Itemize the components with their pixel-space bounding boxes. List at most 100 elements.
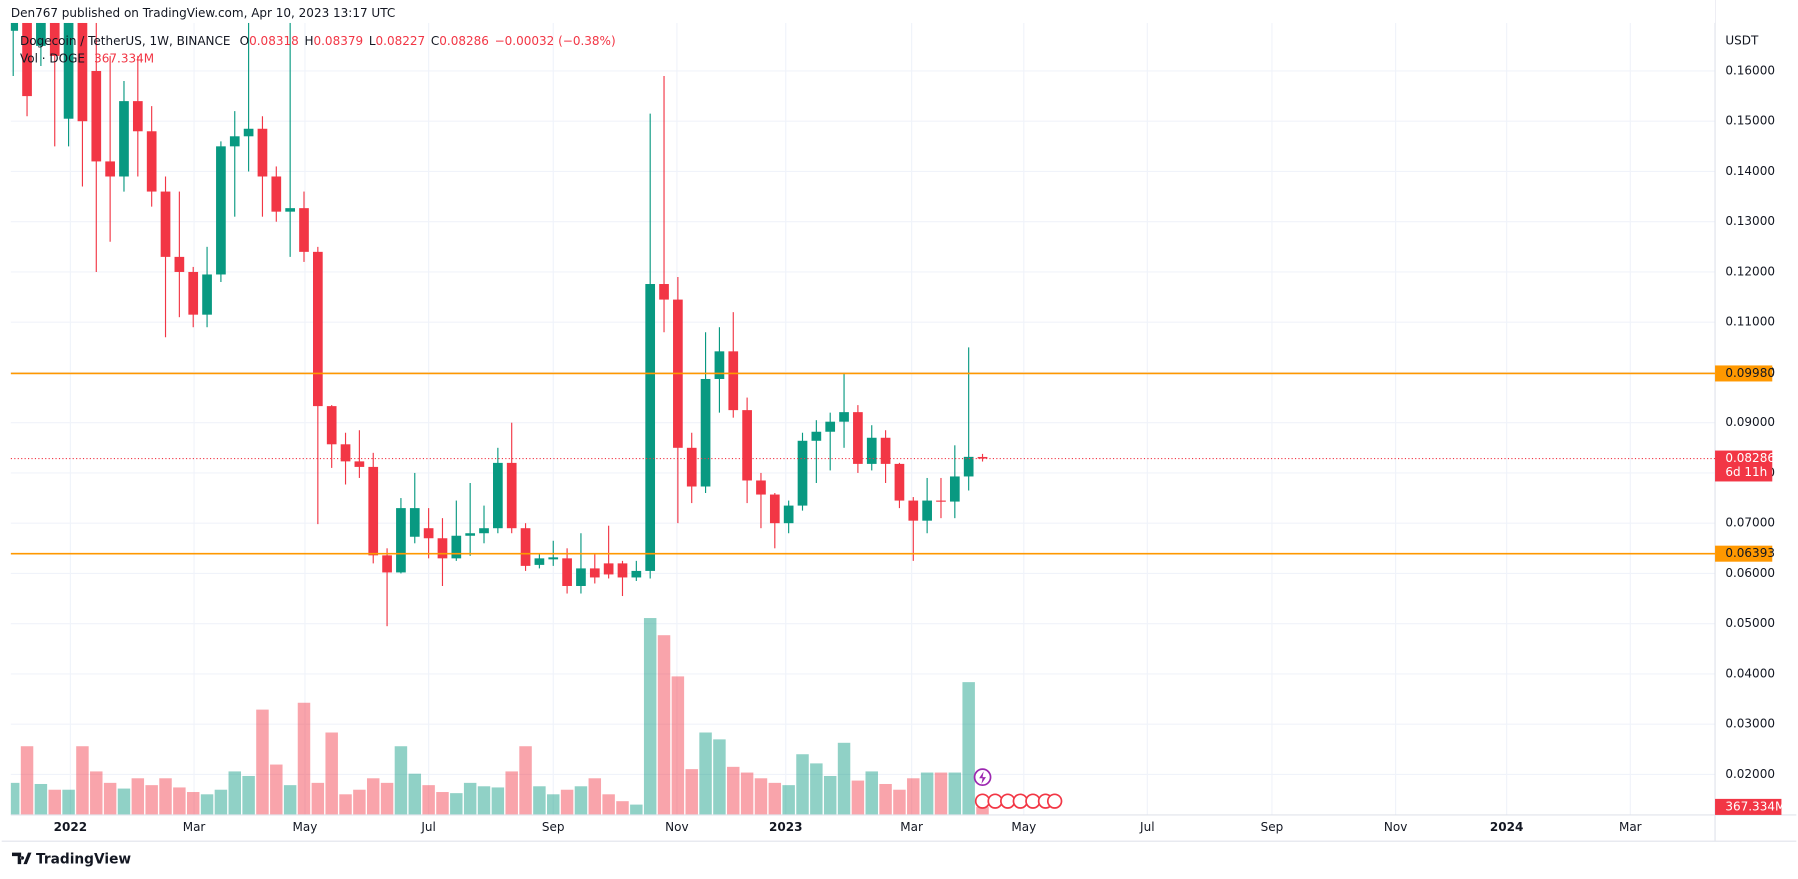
candle-body <box>617 563 628 578</box>
y-tick-label: 0.05000 <box>1725 616 1775 630</box>
volume-bar <box>242 775 255 815</box>
volume-label: 367.334M <box>1725 799 1785 813</box>
volume-bar <box>602 794 615 815</box>
volume-bar <box>200 794 214 815</box>
footer-logo <box>11 852 32 865</box>
candle-body <box>146 131 157 192</box>
candle-body <box>91 70 102 162</box>
volume-bar <box>699 732 712 815</box>
y-tick-label: 0.12000 <box>1725 264 1775 278</box>
volume-bar <box>630 804 643 815</box>
volume-bar <box>10 782 20 815</box>
volume-bar <box>547 794 560 815</box>
candle-body <box>548 557 559 560</box>
legend-prefix: C <box>431 34 439 48</box>
y-tick-label: 0.14000 <box>1725 164 1775 178</box>
volume-bar <box>408 773 422 815</box>
axis-unit: USDT <box>1725 34 1759 48</box>
candle-body <box>465 533 476 536</box>
legend-change: −0.00032 (−0.38%) <box>495 34 616 48</box>
candle-body <box>894 463 905 501</box>
y-tick-label: 0.06000 <box>1725 566 1775 580</box>
candle-body <box>756 480 766 495</box>
candle-body <box>977 456 988 459</box>
x-tick-label: Mar <box>1619 820 1642 834</box>
candle-body <box>866 437 877 464</box>
x-tick-label: 2023 <box>769 820 802 834</box>
candle-body <box>645 284 656 571</box>
volume-bar <box>879 783 892 815</box>
price-label-bg <box>1715 450 1773 482</box>
candle-body <box>160 191 171 257</box>
volume-bar <box>533 786 546 815</box>
legend-value: 0.08379 <box>313 34 363 48</box>
volume-bar <box>920 772 934 815</box>
volume-legend-title: Vol · DOGE <box>20 51 85 65</box>
candle-body <box>119 101 129 177</box>
volume-bar <box>837 742 851 815</box>
candle-body <box>77 22 88 122</box>
volume-bar <box>256 709 269 815</box>
level-label: 0.06393 <box>1725 546 1775 560</box>
candle-body <box>825 421 836 432</box>
y-tick-label: 0.07000 <box>1725 516 1775 530</box>
volume-bar <box>214 789 228 815</box>
volume-bar <box>574 786 588 815</box>
candle-body <box>922 500 932 521</box>
volume-bar <box>62 789 75 815</box>
legend-value: 0.08227 <box>376 34 426 48</box>
candle-body <box>105 161 115 177</box>
volume-bar <box>796 754 809 815</box>
candle-body <box>188 271 199 315</box>
candle-body <box>769 494 780 524</box>
volume-bar <box>353 789 366 815</box>
volume-bar <box>436 792 449 815</box>
level-label-bg <box>1715 365 1773 382</box>
volume-bar <box>325 732 338 815</box>
candle-body <box>340 444 351 462</box>
legend-prefix: L <box>369 34 376 48</box>
grid <box>10 22 1716 815</box>
candle-body <box>299 208 309 252</box>
x-tick-label: May <box>1011 820 1036 834</box>
candle-body <box>728 351 739 411</box>
volume-bar <box>131 778 145 815</box>
y-tick-label: 0.13000 <box>1725 214 1775 228</box>
y-tick-label: 0.09000 <box>1725 415 1775 429</box>
volume-bar <box>976 806 989 815</box>
candle-body <box>783 505 794 524</box>
volume-bar <box>491 787 505 815</box>
volume-bar <box>477 786 491 815</box>
candle-body <box>49 22 60 56</box>
volume-legend: Vol · DOGE 367.334M <box>20 51 154 65</box>
candle-body <box>562 558 572 586</box>
header: Den767 published on TradingView.com, Apr… <box>11 6 395 20</box>
x-tick-label: Sep <box>542 820 565 834</box>
volume-bar <box>865 771 878 815</box>
candle-body <box>506 462 517 529</box>
volume-bar <box>380 782 394 815</box>
candle-body <box>631 570 642 578</box>
volume-bar <box>297 702 311 815</box>
level-label: 0.09980 <box>1725 366 1775 380</box>
candle-body <box>243 128 254 137</box>
y-tick-label: 0.11000 <box>1725 315 1775 329</box>
legend-prefix: O <box>240 34 249 48</box>
x-tick-label: Jul <box>1139 820 1154 834</box>
header-bar <box>1 0 1716 23</box>
candle-body <box>451 535 462 559</box>
legend-prefix: H <box>304 34 313 48</box>
event-icons <box>973 768 1063 809</box>
candle-body <box>714 351 725 379</box>
volume-bar <box>823 775 837 815</box>
price-label: 0.08286 <box>1725 451 1775 465</box>
volume-bar <box>754 778 768 815</box>
x-tick-label: Nov <box>665 820 688 834</box>
volume-bar <box>20 746 34 815</box>
candle-body <box>382 555 392 573</box>
volume-bar <box>283 785 297 815</box>
candle-body <box>437 538 448 559</box>
y-tick-label: 0.16000 <box>1725 63 1775 77</box>
candle-body <box>271 176 282 212</box>
